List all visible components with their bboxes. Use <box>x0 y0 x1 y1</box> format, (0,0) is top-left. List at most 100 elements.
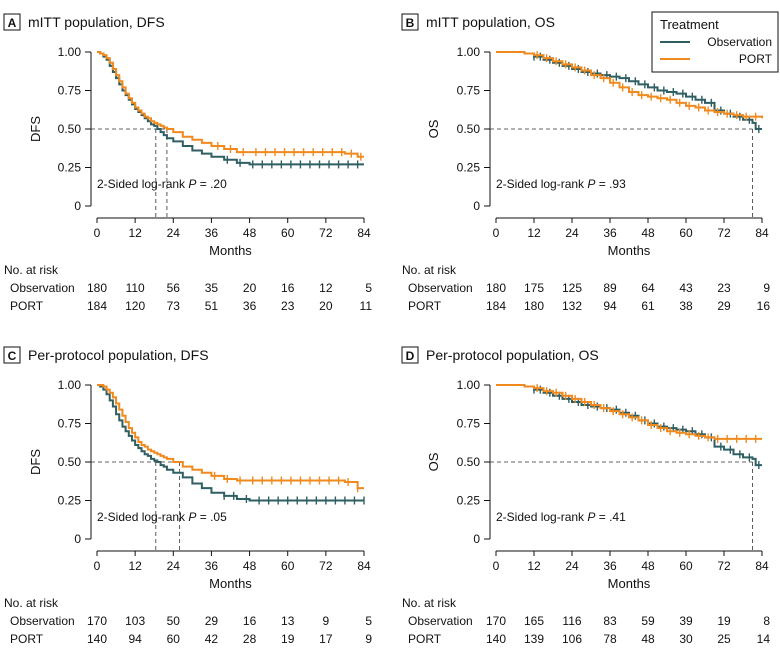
x-tick-label: 0 <box>493 559 500 573</box>
logrank-prefix: 2-Sided log-rank <box>97 177 188 191</box>
risk-row-label: Observation <box>10 614 75 628</box>
panel-C: C Per-protocol population, DFS 0 0.25 0.50 0.… <box>3 346 372 646</box>
risk-count: 5 <box>365 281 372 295</box>
risk-count: 30 <box>679 632 693 646</box>
x-tick-label: 12 <box>527 559 541 573</box>
y-tick-label: 0.75 <box>457 417 481 431</box>
logrank-p-value: = .05 <box>196 510 227 524</box>
y-tick-label: 0 <box>74 199 81 213</box>
risk-count: 106 <box>562 632 582 646</box>
y-tick-label: 0.50 <box>58 455 82 469</box>
risk-count: 180 <box>524 299 544 313</box>
km-curve-port <box>97 384 364 490</box>
logrank-p-symbol: P <box>587 177 595 191</box>
x-tick-label: 72 <box>319 559 333 573</box>
km-curve-observation <box>97 384 364 502</box>
panel-label-box <box>401 346 419 364</box>
risk-count: 11 <box>360 299 373 313</box>
x-tick-label: 36 <box>205 226 219 240</box>
risk-count: 73 <box>167 299 181 313</box>
risk-count: 35 <box>205 281 219 295</box>
logrank-annotation: 2-Sided log-rank P = .41 <box>496 510 626 524</box>
legend-label-port: PORT <box>739 52 773 66</box>
risk-row-label: Observation <box>10 281 75 295</box>
risk-count: 5 <box>365 614 372 628</box>
y-axis-label: DFS <box>28 116 43 142</box>
risk-count: 61 <box>641 299 655 313</box>
risk-count: 139 <box>524 632 544 646</box>
risk-count: 23 <box>281 299 295 313</box>
x-tick-label: 24 <box>565 226 579 240</box>
risk-row-label: PORT <box>408 299 442 313</box>
km-curve-port <box>496 384 762 440</box>
y-tick-label: 0.25 <box>58 161 82 175</box>
x-tick-label: 84 <box>755 226 769 240</box>
x-tick-label: 0 <box>94 226 101 240</box>
x-tick-label: 24 <box>167 226 181 240</box>
panel-label-box <box>3 13 21 31</box>
risk-count: 43 <box>679 281 693 295</box>
risk-count: 83 <box>603 614 617 628</box>
x-tick-label: 0 <box>94 559 101 573</box>
y-tick-label: 0.75 <box>457 84 481 98</box>
risk-count: 16 <box>281 281 295 295</box>
risk-row-label: Observation <box>408 614 473 628</box>
risk-count: 14 <box>757 632 771 646</box>
risk-count: 120 <box>125 299 145 313</box>
y-tick-label: 0 <box>74 532 81 546</box>
risk-count: 25 <box>717 632 731 646</box>
panel-title: mITT population, DFS <box>28 14 165 30</box>
risk-count: 16 <box>757 299 771 313</box>
x-tick-label: 12 <box>527 226 541 240</box>
risk-count: 184 <box>87 299 107 313</box>
risk-row-label: PORT <box>10 299 44 313</box>
risk-count: 64 <box>641 281 655 295</box>
logrank-p-value: = .93 <box>595 177 626 191</box>
x-tick-label: 60 <box>281 559 295 573</box>
x-axis-label: Months <box>209 243 252 258</box>
risk-count: 36 <box>243 299 257 313</box>
x-tick-label: 72 <box>319 226 333 240</box>
panel-title: mITT population, OS <box>426 14 555 30</box>
x-tick-label: 36 <box>603 559 617 573</box>
x-tick-label: 24 <box>565 559 579 573</box>
y-tick-label: 1.00 <box>457 378 481 392</box>
panel-label-box <box>3 346 21 364</box>
panel-label: D <box>406 349 415 363</box>
x-tick-label: 12 <box>128 559 142 573</box>
x-tick-label: 36 <box>603 226 617 240</box>
y-axis-label: DFS <box>28 449 43 475</box>
x-tick-label: 84 <box>357 226 371 240</box>
risk-count: 19 <box>281 632 295 646</box>
y-tick-label: 0 <box>473 199 480 213</box>
risk-count: 9 <box>323 614 330 628</box>
risk-row-label: Observation <box>408 281 473 295</box>
panel-label: A <box>8 16 17 30</box>
y-tick-label: 0.50 <box>457 122 481 136</box>
legend-label-observation: Observation <box>707 35 772 49</box>
legend: Treatment Observation PORT <box>651 11 779 73</box>
x-tick-label: 0 <box>493 226 500 240</box>
risk-count: 29 <box>205 614 219 628</box>
logrank-annotation: 2-Sided log-rank P = .93 <box>496 177 626 191</box>
x-tick-label: 72 <box>717 559 731 573</box>
x-axis-label: Months <box>209 576 252 591</box>
risk-count: 89 <box>603 281 617 295</box>
panel-title: Per-protocol population, DFS <box>28 347 209 363</box>
risk-count: 29 <box>717 299 731 313</box>
risk-count: 184 <box>486 299 506 313</box>
risk-row-label: PORT <box>408 632 442 646</box>
logrank-p-symbol: P <box>188 177 196 191</box>
x-tick-label: 12 <box>128 226 142 240</box>
y-tick-label: 0.75 <box>58 84 82 98</box>
y-tick-label: 1.00 <box>457 45 481 59</box>
km-curve-observation <box>496 384 762 467</box>
x-tick-label: 84 <box>357 559 371 573</box>
x-tick-label: 60 <box>281 226 295 240</box>
x-tick-label: 36 <box>205 559 219 573</box>
y-tick-label: 1.00 <box>58 378 82 392</box>
risk-count: 56 <box>167 281 181 295</box>
panel-label-box <box>401 13 419 31</box>
